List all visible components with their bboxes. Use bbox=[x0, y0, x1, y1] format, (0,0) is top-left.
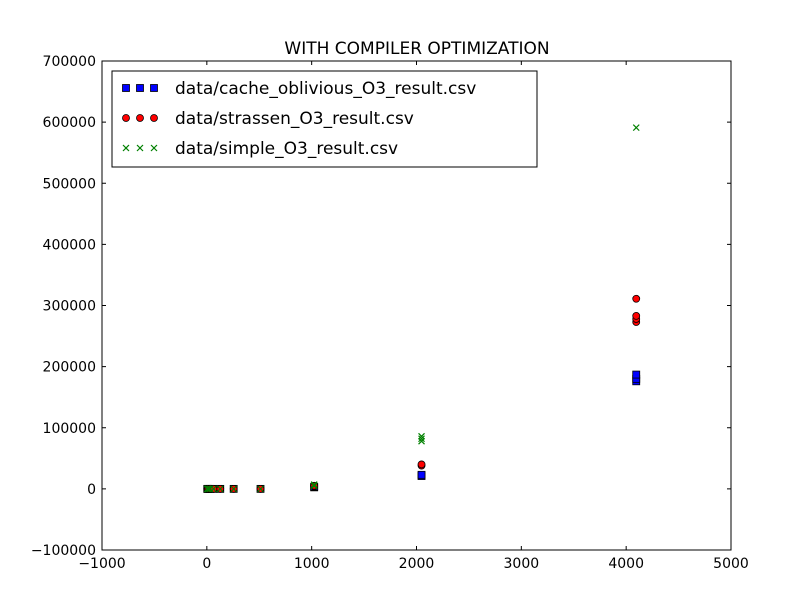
y-tick-label: 0 bbox=[87, 482, 96, 498]
data-point bbox=[257, 485, 264, 493]
y-tick-label: −100000 bbox=[31, 543, 96, 559]
x-marker-stroke bbox=[230, 485, 238, 493]
data-point bbox=[230, 485, 238, 493]
legend-marker bbox=[122, 84, 130, 92]
data-point bbox=[205, 485, 212, 493]
legend-marker bbox=[122, 114, 130, 122]
data-point bbox=[632, 370, 641, 379]
legend-marker bbox=[136, 114, 144, 122]
x-tick-label: −1000 bbox=[78, 556, 125, 572]
legend-marker bbox=[136, 84, 144, 92]
x-marker-stroke bbox=[122, 144, 130, 152]
x-marker-stroke bbox=[418, 437, 425, 445]
y-tick-label: 700000 bbox=[43, 54, 96, 70]
x-tick-label: 2000 bbox=[399, 556, 435, 572]
data-point bbox=[632, 294, 641, 303]
data-point bbox=[418, 435, 425, 443]
x-marker-stroke bbox=[205, 485, 212, 493]
x-marker-stroke bbox=[632, 124, 640, 132]
x-marker-stroke bbox=[257, 485, 264, 493]
x-marker-stroke bbox=[216, 485, 224, 493]
data-point bbox=[310, 482, 318, 490]
data-point bbox=[632, 124, 640, 132]
plot-area: −1000 0 1000 2000 3000 4000 5000 −100000 0 100000… bbox=[31, 54, 749, 572]
y-tick-label: 300000 bbox=[43, 299, 96, 315]
x-marker-stroke bbox=[310, 481, 318, 489]
x-tick-label: 0 bbox=[202, 556, 211, 572]
legend-entry: data/cache_oblivious_O3_result.csv bbox=[175, 79, 476, 99]
legend-box bbox=[111, 70, 538, 168]
legend-marker bbox=[136, 144, 144, 152]
chart-title: WITH COMPILER OPTIMIZATION bbox=[284, 39, 549, 59]
x-marker-stroke bbox=[310, 482, 318, 490]
series-2 bbox=[203, 124, 640, 493]
data-point bbox=[418, 432, 425, 440]
legend-entry: data/simple_O3_result.csv bbox=[175, 139, 398, 159]
x-marker-stroke bbox=[210, 485, 217, 493]
x-tick-label: 3000 bbox=[504, 556, 540, 572]
x-marker-stroke bbox=[136, 144, 144, 152]
legend-marker bbox=[122, 144, 130, 152]
legend-marker bbox=[150, 144, 158, 152]
y-tick-label: 500000 bbox=[43, 176, 96, 192]
y-tick-label: 400000 bbox=[43, 237, 96, 253]
legend-marker bbox=[150, 84, 158, 92]
x-marker-stroke bbox=[418, 435, 425, 443]
data-point bbox=[418, 437, 425, 445]
x-tick-label: 4000 bbox=[608, 556, 644, 572]
x-tick-label: 5000 bbox=[713, 556, 749, 572]
y-tick-label: 200000 bbox=[43, 360, 96, 376]
data-point bbox=[417, 470, 426, 479]
y-tick-label: 100000 bbox=[43, 421, 96, 437]
x-marker-stroke bbox=[150, 144, 158, 152]
data-point bbox=[310, 481, 318, 489]
x-tick-label: 1000 bbox=[294, 556, 330, 572]
legend-entry: data/strassen_O3_result.csv bbox=[175, 109, 414, 129]
data-point bbox=[417, 460, 426, 469]
x-marker-stroke bbox=[418, 432, 425, 440]
legend-marker bbox=[150, 114, 158, 122]
data-point bbox=[210, 485, 217, 493]
y-tick-label: 600000 bbox=[43, 115, 96, 131]
data-point bbox=[216, 485, 224, 493]
data-point bbox=[632, 311, 641, 320]
